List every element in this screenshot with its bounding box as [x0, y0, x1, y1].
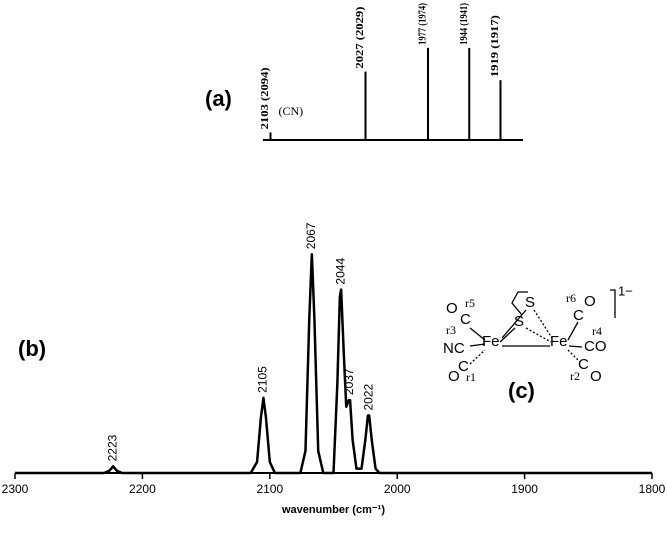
- atom: NC: [443, 340, 465, 357]
- structure-labels: S S Fe Fe O C r5 r3 NC C O r1 O C r6 r4 …: [443, 283, 633, 402]
- atom: O: [448, 368, 460, 385]
- x-axis-label: wavenumber (cm⁻¹): [281, 504, 385, 516]
- peak-label: 2022: [361, 384, 375, 411]
- bond: [499, 327, 516, 343]
- panel-label: (a): [205, 86, 232, 111]
- peak-label: 2223: [105, 434, 119, 461]
- atom: C: [458, 358, 469, 375]
- stick-label: 1977 (1974): [417, 3, 429, 45]
- peak-label: 2037: [342, 368, 356, 395]
- panel-label: (b): [18, 336, 46, 361]
- x-tick-label: 2200: [129, 482, 156, 496]
- atom: O: [446, 300, 458, 317]
- bond: [567, 349, 581, 363]
- atom: O: [590, 368, 602, 385]
- bracket: [610, 289, 616, 318]
- bond: [469, 343, 486, 347]
- stick-label: 1944 (1941): [458, 3, 470, 45]
- atom: CO: [584, 338, 607, 355]
- atom: S: [525, 294, 535, 311]
- ligand-label: r1: [466, 370, 476, 384]
- peak-label: 2067: [304, 222, 318, 249]
- stick-annotation: (CN): [279, 104, 304, 118]
- bond: [525, 327, 552, 343]
- bridge-chain: [511, 291, 528, 316]
- x-tick-label: 2100: [256, 482, 283, 496]
- ligand-label: r3: [446, 323, 456, 337]
- x-tick-label: 2300: [2, 482, 29, 496]
- bond: [501, 309, 527, 339]
- bond: [469, 327, 486, 341]
- atom: O: [584, 293, 596, 310]
- x-tick-label: 1900: [511, 482, 538, 496]
- peak-label: 2044: [333, 258, 347, 285]
- panel-label: (c): [508, 378, 535, 403]
- peak-label: 2105: [256, 366, 270, 393]
- bond: [567, 321, 579, 341]
- atom: C: [573, 307, 584, 324]
- ligand-label: r4: [592, 324, 602, 338]
- x-tick-label: 2000: [384, 482, 411, 496]
- bond: [533, 309, 553, 339]
- charge: 1−: [618, 283, 633, 298]
- ligand-label: r6: [566, 291, 576, 305]
- bond: [568, 345, 583, 348]
- x-tick-label: 1800: [639, 482, 666, 496]
- ligand-label: r2: [570, 369, 580, 383]
- spectrum-line: [15, 252, 652, 475]
- ligand-label: r5: [465, 296, 475, 310]
- stick-label: 2027 (2029): [354, 6, 366, 68]
- atom: C: [460, 311, 471, 328]
- atom: C: [578, 356, 589, 373]
- atom: Fe: [482, 333, 500, 350]
- atom: S: [514, 313, 524, 330]
- atom: Fe: [550, 333, 568, 350]
- stick-label: 1919 (1917): [489, 15, 501, 77]
- stick-label: 2103 (2094): [259, 67, 271, 129]
- structure: [469, 289, 616, 365]
- bond: [469, 349, 486, 365]
